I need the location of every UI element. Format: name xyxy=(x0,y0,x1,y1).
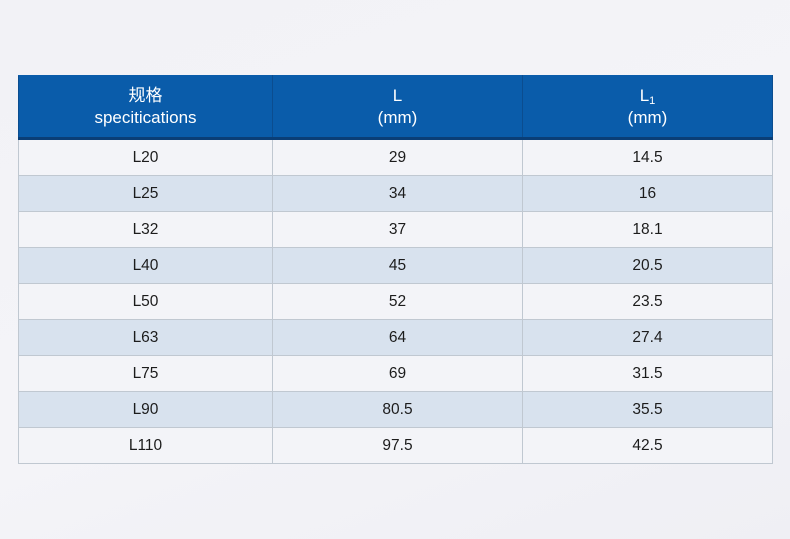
cell-l: 97.5 xyxy=(272,427,523,464)
cell-l: 34 xyxy=(272,175,523,212)
cell-l: 29 xyxy=(272,138,523,176)
table-row: L32 37 18.1 xyxy=(18,211,773,248)
specifications-table-container: 规格 specitications L (mm) L1 (mm) L20 29 … xyxy=(18,75,773,464)
cell-l1: 14.5 xyxy=(522,138,773,176)
cell-spec: L63 xyxy=(18,319,273,356)
cell-spec: L75 xyxy=(18,355,273,392)
cell-l1: 16 xyxy=(522,175,773,212)
header-row: 规格 specitications L (mm) L1 (mm) xyxy=(18,75,773,140)
header-cell-spec: 规格 specitications xyxy=(18,75,273,140)
cell-spec: L32 xyxy=(18,211,273,248)
table-header: 规格 specitications L (mm) L1 (mm) xyxy=(18,75,773,140)
cell-spec: L25 xyxy=(18,175,273,212)
cell-spec: L90 xyxy=(18,391,273,428)
table-row: L75 69 31.5 xyxy=(18,355,773,392)
header-l-line2: (mm) xyxy=(377,107,418,127)
cell-spec: L50 xyxy=(18,283,273,320)
table-row: L110 97.5 42.5 xyxy=(18,427,773,464)
cell-l: 52 xyxy=(272,283,523,320)
header-l1-line2: (mm) xyxy=(627,107,668,127)
cell-l: 69 xyxy=(272,355,523,392)
header-spec-line2: specitications xyxy=(94,107,197,127)
cell-l1: 31.5 xyxy=(522,355,773,392)
header-spec-line1: 规格 xyxy=(128,85,163,105)
table-row: L25 34 16 xyxy=(18,175,773,212)
table-row: L40 45 20.5 xyxy=(18,247,773,284)
table-row: L90 80.5 35.5 xyxy=(18,391,773,428)
cell-l1: 18.1 xyxy=(522,211,773,248)
cell-spec: L110 xyxy=(18,427,273,464)
table-row: L63 64 27.4 xyxy=(18,319,773,356)
cell-l: 64 xyxy=(272,319,523,356)
header-cell-l1: L1 (mm) xyxy=(522,75,773,140)
header-cell-l: L (mm) xyxy=(272,75,523,140)
table-row: L20 29 14.5 xyxy=(18,138,773,176)
specifications-table: 规格 specitications L (mm) L1 (mm) L20 29 … xyxy=(18,75,773,464)
cell-l1: 23.5 xyxy=(522,283,773,320)
cell-spec: L20 xyxy=(18,138,273,176)
cell-l1: 27.4 xyxy=(522,319,773,356)
cell-l: 37 xyxy=(272,211,523,248)
header-l1-sub: 1 xyxy=(649,94,656,107)
header-l1-line1: L xyxy=(639,85,650,105)
table-body: L20 29 14.5 L25 34 16 L32 37 18.1 L40 45… xyxy=(18,138,773,464)
cell-l1: 20.5 xyxy=(522,247,773,284)
cell-spec: L40 xyxy=(18,247,273,284)
table-row: L50 52 23.5 xyxy=(18,283,773,320)
header-l-line1: L xyxy=(392,85,403,105)
cell-l1: 35.5 xyxy=(522,391,773,428)
cell-l: 45 xyxy=(272,247,523,284)
cell-l: 80.5 xyxy=(272,391,523,428)
cell-l1: 42.5 xyxy=(522,427,773,464)
